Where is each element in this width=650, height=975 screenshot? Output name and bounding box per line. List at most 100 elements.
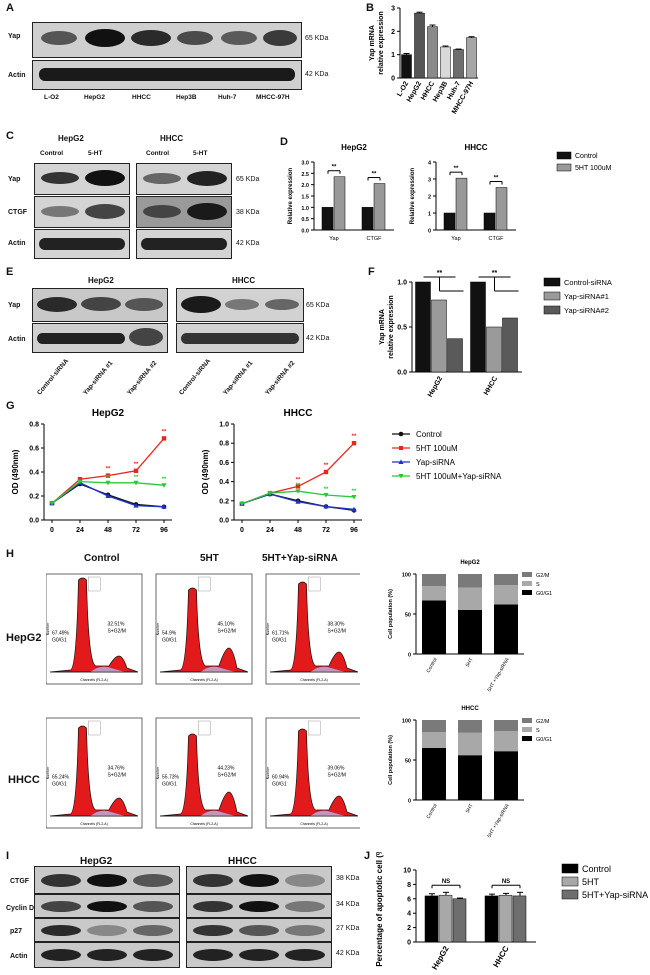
chart-title: HepG2 <box>341 143 367 152</box>
stacked-bar-segment <box>458 720 482 733</box>
g0-percent: 60.94% <box>272 775 290 781</box>
blot-i-group-hepg2: HepG2 <box>80 856 113 867</box>
y-tick-label: 0 <box>408 799 411 805</box>
blot-band <box>239 949 279 961</box>
blot-i-kda: 34 KDa <box>336 901 360 908</box>
g0-label: G0/G1 <box>52 638 67 644</box>
data-point <box>239 501 245 507</box>
data-point <box>161 504 167 509</box>
x-tick-label: 5HT <box>465 657 475 668</box>
legend-label: S <box>536 728 540 734</box>
blot-c-hhcc-actin <box>136 229 232 259</box>
blot-i-hhcc-p27 <box>186 918 332 942</box>
significance-mark: ** <box>454 166 459 172</box>
y-axis-label: Percentage of apoptotic cell (%) <box>375 852 384 967</box>
data-point <box>295 499 301 504</box>
x-tick-label: 48 <box>104 527 112 534</box>
s-phase-region <box>310 810 345 816</box>
y-tick-label: 1.0 <box>219 422 229 429</box>
significance-mark: ** <box>106 467 111 473</box>
y-tick-label: 1 <box>391 52 395 59</box>
lane-label: Yap-siRNA #2 <box>264 359 297 397</box>
sg2-percent: 32.51% <box>107 622 125 628</box>
significance-mark: ** <box>324 463 329 469</box>
y-tick-label: 4 <box>407 911 411 918</box>
bar <box>502 317 518 373</box>
x-tick-label: 0 <box>50 527 54 534</box>
chart-title: HepG2 <box>92 408 125 419</box>
panel-letter-i-visible: I <box>6 850 10 862</box>
blot-band <box>133 924 173 936</box>
g0-label: G0/G1 <box>162 782 177 788</box>
blot-c-kda: 42 KDa <box>236 240 260 247</box>
legend-label: Control <box>582 864 611 874</box>
y-axis-label: relative expression <box>388 295 395 358</box>
blot-c-label-ctgf: CTGF <box>8 209 28 216</box>
legend-label: G0/G1 <box>536 737 552 743</box>
y-tick-label: 4 <box>428 161 432 167</box>
blot-e-label-actin: Actin <box>8 336 26 343</box>
blot-band <box>133 873 173 887</box>
chart-h-hhcc: 0 50 100 Cell population (%) HHCC Control 5HT 5… <box>388 706 524 838</box>
y-tick-label: 2 <box>391 29 395 36</box>
y-tick-label: 0.5 <box>397 325 407 332</box>
g0-label: G0/G1 <box>272 782 287 788</box>
bar <box>321 207 334 231</box>
data-point <box>77 479 83 485</box>
x-tick-label: 24 <box>76 527 84 534</box>
g0-percent: 54.9% <box>162 631 177 637</box>
sg2-percent: 44.23% <box>217 766 235 772</box>
x-tick-label: 5HT +Yap-siRNA <box>487 656 512 692</box>
s-phase-region <box>90 666 125 672</box>
data-point <box>323 469 329 475</box>
blot-band <box>239 873 279 887</box>
legend-f: Control-siRNA Yap-siRNA#1 Yap-siRNA#2 <box>543 277 612 315</box>
flow-row-hhcc: HHCC <box>8 774 40 786</box>
legend-marker <box>398 474 404 479</box>
blot-c-treat: Control <box>146 150 170 157</box>
blot-band <box>87 924 127 936</box>
flow-col-5ht-yap: 5HT+Yap-siRNA <box>262 553 338 564</box>
x-axis-label: Channels (FL2-A) <box>300 822 328 826</box>
bar <box>333 176 346 231</box>
blot-a-kda-yap: 65 KDa <box>305 35 329 42</box>
sg2-label: S+G2/M <box>327 773 345 779</box>
cell-cycle-histogram <box>269 728 359 817</box>
panel-letter-c: C <box>6 130 14 142</box>
blot-e-hhcc-actin <box>176 323 304 353</box>
significance-mark: ** <box>296 483 301 489</box>
significance-mark: ** <box>372 172 377 178</box>
y-tick-label: 0.6 <box>219 460 229 467</box>
legend-swatch <box>556 151 572 160</box>
significance-mark: ** <box>134 475 139 481</box>
blot-c-label-yap: Yap <box>8 176 21 183</box>
blot-band <box>285 949 325 961</box>
stacked-bar-segment <box>458 574 482 588</box>
blot-i-label: CTGF <box>10 878 30 885</box>
significance-mark: ** <box>332 165 337 171</box>
bar <box>438 894 453 943</box>
blot-i-label: Cyclin D1 <box>6 905 38 912</box>
y-tick-label: 0.0 <box>301 229 309 235</box>
y-tick-label: 0.6 <box>29 446 39 453</box>
s-phase-region <box>90 810 125 816</box>
significance-mark: ** <box>162 477 167 483</box>
blot-i-hepg2-p27 <box>34 918 180 942</box>
cell-cycle-histogram <box>159 587 249 673</box>
legend-swatch <box>561 889 579 900</box>
blot-e-hepg2-yap <box>32 288 168 322</box>
x-tick-label: 5HT +Yap-siRNA <box>487 802 512 838</box>
lane-label: Control-siRNA <box>178 357 213 397</box>
blot-c-hhcc-yap <box>136 163 232 195</box>
gate-legend <box>88 720 101 736</box>
flow-col-5ht: 5HT <box>200 553 219 564</box>
data-point <box>161 436 167 441</box>
blot-c-hepg2-yap <box>34 163 130 195</box>
data-point <box>133 480 139 486</box>
x-tick-label: 5HT <box>465 803 475 814</box>
blot-band <box>193 924 233 936</box>
x-tick-label: 72 <box>132 527 140 534</box>
bar <box>361 207 374 231</box>
x-axis-label: Channels (FL2-A) <box>190 678 218 682</box>
stacked-bar-segment <box>458 610 482 654</box>
